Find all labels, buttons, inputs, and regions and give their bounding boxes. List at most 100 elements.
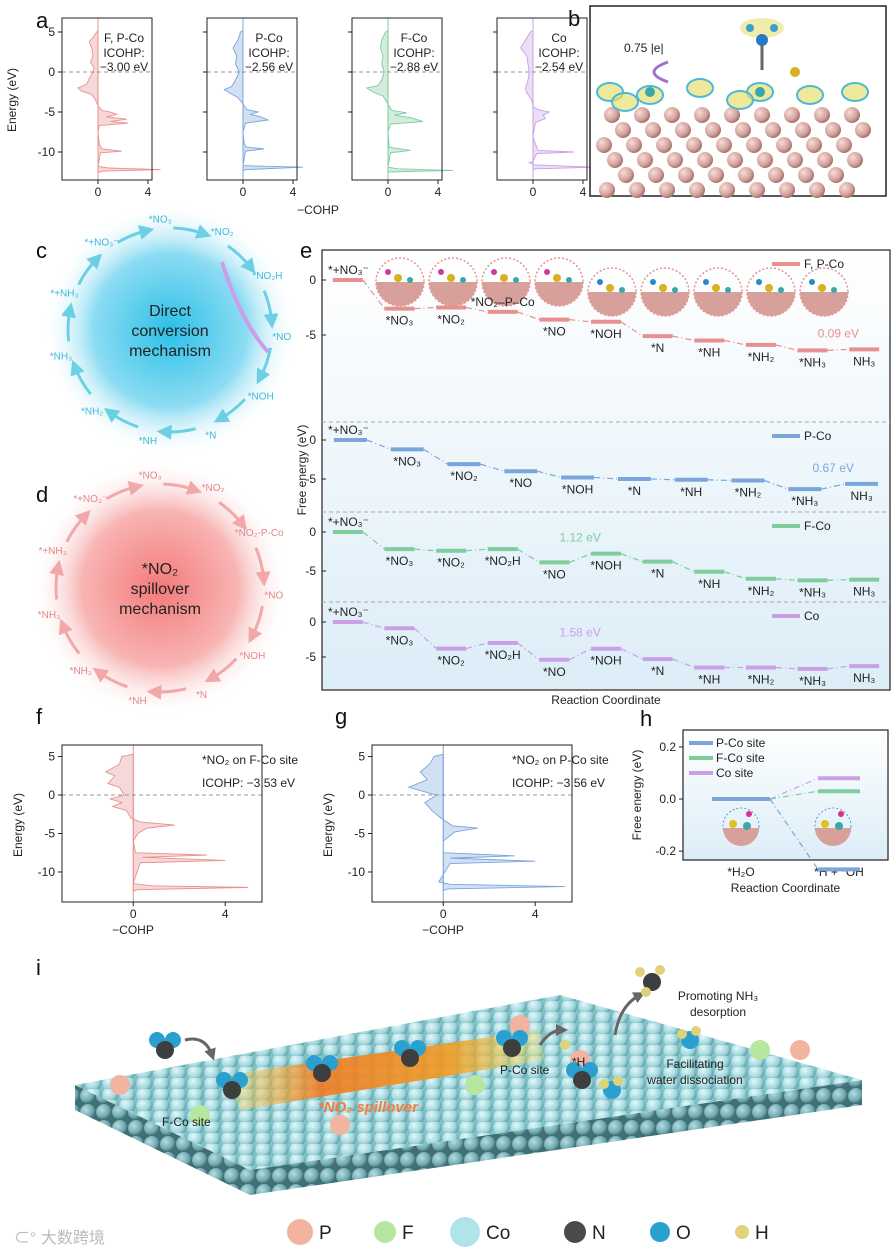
legend-label: F-Co: [804, 519, 831, 533]
connector-line: [466, 548, 488, 552]
h-atom: [677, 1029, 687, 1039]
co-atom: [645, 122, 661, 138]
connector-line: [414, 548, 437, 552]
connector-line: [775, 344, 798, 351]
p-atom: [712, 284, 720, 292]
step-label: *N: [628, 484, 641, 498]
step-label: *NOH: [590, 327, 621, 341]
step-label: *N: [651, 664, 664, 678]
step-label: *+NO₃⁻: [328, 423, 369, 437]
x-axis-label: −COHP: [422, 923, 464, 937]
connector-line: [414, 306, 437, 310]
co-atom: [604, 107, 620, 123]
h-atom: [655, 965, 665, 975]
panel-label-h: h: [640, 706, 652, 731]
connector-line: [724, 339, 747, 346]
direct-conversion-cycle-step: *N: [205, 430, 216, 441]
connector-line: [517, 548, 540, 563]
y-tick-label: 5: [358, 750, 365, 764]
connector-line: [775, 666, 798, 670]
spillover-label: *NO₂ spillover: [318, 1099, 419, 1116]
co-atom: [659, 182, 675, 198]
co-atom: [784, 107, 800, 123]
co-atom: [686, 137, 702, 153]
x-axis-label: −COHP: [297, 203, 339, 217]
co-atom: [738, 167, 754, 183]
y-tick-label: 0: [309, 273, 316, 287]
spillover-cycle-step: *NO₃: [139, 470, 162, 481]
connector-line: [465, 306, 488, 313]
direct-conversion-title-line: mechanism: [129, 343, 211, 360]
step-label: *+NO₃⁻: [328, 515, 369, 529]
surface-atom: [513, 277, 519, 283]
dopant-atom: [510, 1015, 530, 1035]
plot-frame: [206, 17, 298, 181]
y-tick-label: -5: [305, 564, 316, 578]
charge-isosurface: [841, 82, 869, 102]
direct-conversion-cycle-arrow: [213, 398, 246, 423]
y-axis-label: Energy (eV): [11, 793, 25, 857]
step-label: *NH₂: [748, 584, 775, 598]
n-atom: [503, 1039, 521, 1057]
p-atom: [765, 284, 773, 292]
direct-conversion-cycle-arrow: [173, 224, 212, 239]
x-tick-label: 4: [222, 907, 229, 921]
icohp-label: ICOHP:: [248, 46, 289, 60]
legend-label: N: [592, 1223, 606, 1244]
adsorbate-atom: [597, 279, 603, 285]
connector-line: [537, 470, 562, 479]
p-atom: [729, 820, 737, 828]
structure-snapshot-slab: [723, 828, 759, 846]
p-atom: [394, 274, 402, 282]
adsorbate-atom: [703, 279, 709, 285]
x-category-label: *H₂O: [727, 865, 754, 879]
co-atom: [634, 107, 650, 123]
subplot-title: F-Co: [401, 31, 428, 45]
legend-atom-co: [450, 1217, 480, 1247]
co-atom: [656, 137, 672, 153]
co-atom: [746, 137, 762, 153]
structure-snapshot-slab: [588, 292, 636, 316]
co-atom: [615, 122, 631, 138]
connector-line: [769, 790, 819, 800]
desorption-arrow: [613, 992, 646, 1036]
spillover-cycle-arrow: [163, 480, 203, 495]
adsorbate-atom: [809, 279, 815, 285]
n-atom: [643, 973, 661, 991]
direct-conversion-cycle-step: *NO: [272, 332, 291, 343]
h-atom: [599, 1079, 609, 1089]
adsorbate-isosurface: [740, 18, 784, 38]
connector-line: [569, 319, 592, 323]
x-tick-label: 4: [290, 185, 297, 199]
direct-conversion-title-line: Direct: [149, 303, 191, 320]
spillover-cycle-arrow: [204, 657, 238, 683]
panel-label-g: g: [335, 704, 347, 729]
icohp-value: ICOHP: −3.53 eV: [202, 776, 295, 790]
surface-atom: [672, 287, 678, 293]
co-atom: [648, 167, 664, 183]
dopant-atom: [190, 1105, 210, 1125]
spillover-cycle-step: *NO: [264, 590, 283, 601]
direct-conversion-cycle-arrow: [262, 290, 279, 329]
dopant-atom: [790, 1040, 810, 1060]
x-axis-label: Reaction Coordinate: [731, 881, 841, 895]
step-label: *NH: [698, 577, 720, 591]
p-co-site-label: P-Co site: [500, 1063, 550, 1077]
y-tick-label: -5: [305, 650, 316, 664]
legend-atom-p: [287, 1219, 313, 1245]
legend-label: F-Co site: [716, 751, 765, 765]
site-annotation: *NO₂ on F-Co site: [202, 753, 298, 767]
y-tick-label: 0.0: [659, 792, 676, 806]
co-atom: [817, 152, 833, 168]
structure-snapshot-slab: [815, 828, 851, 846]
spillover-cycle-step: *NO₂-P-Co: [235, 528, 284, 539]
panel-label-a: a: [36, 8, 49, 33]
legend-label: P-Co: [804, 429, 832, 443]
legend-label: P: [319, 1223, 332, 1244]
direct-conversion-cycle-arrow: [156, 424, 196, 440]
shortcut-arrow: [220, 261, 270, 354]
co-atom: [626, 137, 642, 153]
step-label: *+NO₃⁻: [328, 263, 369, 277]
direct-conversion-cycle-step: *NH₃: [50, 352, 72, 363]
